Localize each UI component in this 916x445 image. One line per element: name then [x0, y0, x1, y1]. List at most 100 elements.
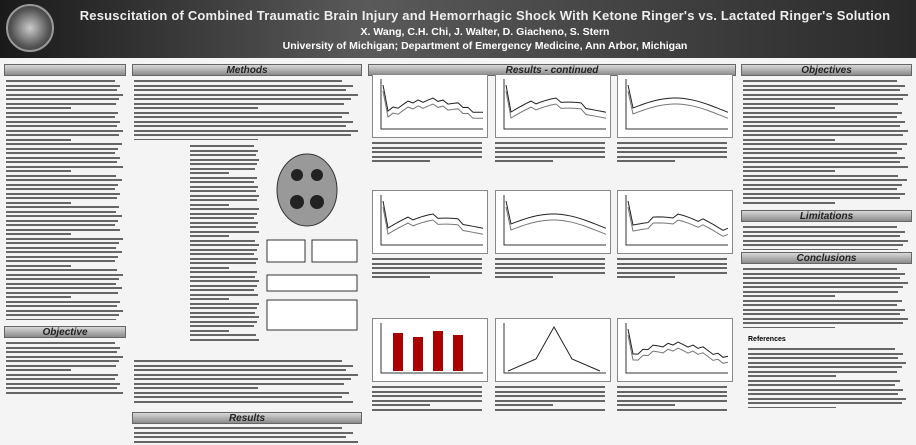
text-line	[495, 395, 605, 397]
figure	[495, 318, 611, 382]
text-line	[6, 188, 115, 190]
caption	[617, 258, 733, 282]
text-line	[190, 208, 259, 210]
text-line	[743, 202, 835, 204]
text-line	[6, 134, 119, 136]
text-line	[617, 272, 727, 274]
text-line	[748, 348, 895, 350]
text-line	[190, 240, 255, 242]
text-line	[190, 262, 256, 264]
poster: Resuscitation of Combined Traumatic Brai…	[0, 0, 916, 445]
section-header	[4, 64, 126, 76]
text-line	[743, 143, 907, 145]
text-line	[6, 347, 120, 349]
text-line	[6, 220, 118, 222]
text-line	[134, 365, 353, 367]
text-line	[372, 400, 482, 402]
text-line	[743, 304, 897, 306]
text-line	[134, 112, 349, 114]
text-line	[617, 267, 727, 269]
text-line	[6, 170, 71, 172]
text-line	[495, 386, 605, 388]
affiliation: University of Michigan; Department of Em…	[60, 40, 910, 52]
text-line	[743, 249, 898, 251]
text-line	[372, 391, 482, 393]
text-line	[617, 276, 675, 278]
text-line	[134, 85, 353, 87]
section-header: Objective	[4, 326, 126, 338]
text-line	[372, 386, 482, 388]
logo	[6, 4, 54, 52]
text-line	[495, 276, 553, 278]
text-line	[190, 307, 257, 309]
caption	[495, 258, 611, 282]
text-line	[6, 310, 123, 312]
text-line	[190, 271, 257, 273]
text-line	[6, 256, 118, 258]
text-line	[617, 258, 727, 260]
text-line	[743, 139, 835, 141]
figure-graphic	[618, 75, 732, 137]
text-line	[6, 274, 123, 276]
text-line	[743, 89, 900, 91]
figure-graphic	[496, 75, 610, 137]
text-line	[190, 163, 257, 165]
text-line	[190, 168, 255, 170]
text-line	[190, 159, 259, 161]
text-line	[617, 386, 727, 388]
text-line	[6, 305, 117, 307]
text-line	[617, 160, 675, 162]
text-line	[6, 139, 71, 141]
text-line	[748, 393, 898, 395]
authors: X. Wang, C.H. Chi, J. Walter, D. Giachen…	[60, 26, 910, 38]
text-line	[372, 263, 482, 265]
table	[134, 427, 360, 445]
header: Resuscitation of Combined Traumatic Brai…	[0, 0, 916, 58]
text-line	[134, 401, 353, 403]
text-line	[6, 392, 123, 394]
text-line	[190, 204, 229, 206]
text-line	[748, 407, 836, 409]
text-line	[372, 267, 482, 269]
section-header: Methods	[132, 64, 362, 76]
body-text	[190, 145, 260, 345]
text-line	[743, 282, 908, 284]
text-line	[134, 103, 344, 105]
text-line	[743, 170, 835, 172]
section-header: Objectives	[741, 64, 912, 76]
figure	[617, 74, 733, 138]
text-line	[372, 395, 482, 397]
body-text	[743, 80, 910, 205]
text-line	[743, 231, 905, 233]
text-line	[6, 369, 71, 371]
text-line	[743, 85, 905, 87]
text-line	[6, 383, 120, 385]
text-line	[6, 278, 119, 280]
text-line	[6, 161, 117, 163]
method-diagram	[262, 150, 362, 350]
text-line	[190, 150, 258, 152]
text-line	[190, 222, 258, 224]
text-line	[748, 353, 903, 355]
text-line	[6, 112, 118, 114]
text-line	[617, 395, 727, 397]
text-line	[190, 226, 256, 228]
text-line	[6, 175, 116, 177]
text-line	[190, 316, 259, 318]
text-line	[6, 238, 123, 240]
text-line	[134, 383, 344, 385]
text-line	[134, 89, 346, 91]
text-line	[743, 286, 903, 288]
text-line	[6, 202, 71, 204]
text-line	[743, 175, 898, 177]
text-line	[190, 235, 229, 237]
table	[134, 360, 360, 405]
text-line	[6, 179, 122, 181]
text-line	[495, 263, 605, 265]
text-line	[617, 263, 727, 265]
caption	[495, 142, 611, 166]
text-line	[617, 156, 727, 158]
text-line	[134, 378, 351, 380]
text-line	[617, 404, 675, 406]
text-line	[743, 327, 835, 329]
